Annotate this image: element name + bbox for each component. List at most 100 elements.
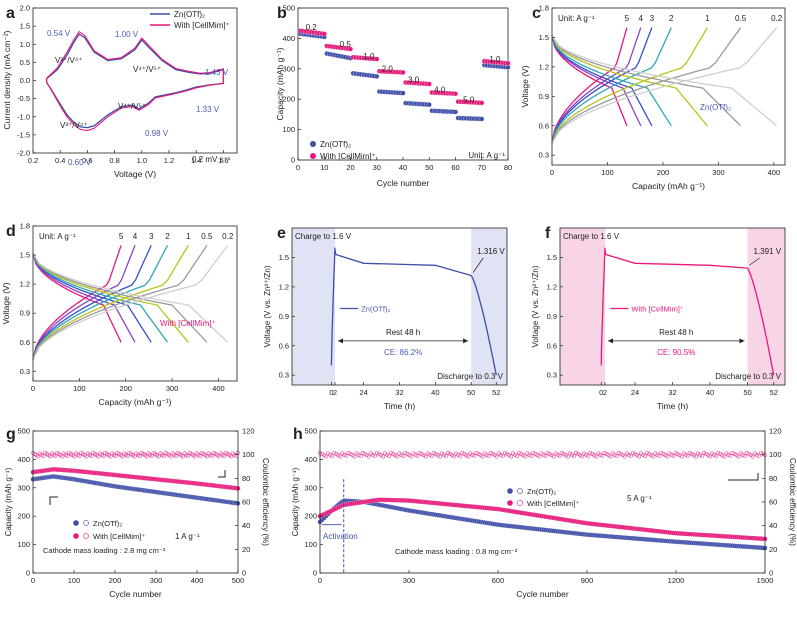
ce-point — [510, 451, 516, 456]
ce-point — [173, 453, 179, 458]
ce-point — [573, 450, 579, 455]
ce-point — [517, 450, 522, 455]
discharge-region — [747, 228, 785, 385]
ce-point — [584, 452, 589, 457]
x-axis-title: Capacity (mAh g⁻¹) — [632, 181, 705, 191]
ce-point — [421, 453, 426, 458]
ce-point — [385, 452, 390, 457]
ce-point — [324, 454, 329, 459]
x-tick-label: 52 — [492, 388, 500, 397]
ce-point — [740, 452, 745, 457]
ce-point — [697, 452, 703, 457]
ce-point — [519, 452, 524, 457]
ce-point — [671, 453, 676, 458]
peak-label: 0.60 V — [68, 158, 92, 167]
y-tick-label: 0.3 — [279, 371, 289, 380]
x-tick-label: 300 — [150, 576, 163, 585]
y-tick-label: 1.5 — [20, 22, 30, 31]
redox-label: V³⁺/V⁴⁺ — [60, 121, 87, 130]
x-tick-label: 24 — [359, 388, 367, 397]
ce-point — [632, 452, 638, 457]
ce-point — [600, 453, 605, 458]
ce-point — [344, 453, 349, 458]
y-tick-label: 0 — [291, 156, 295, 165]
y-tick-label: 1.8 — [539, 4, 549, 13]
ce-point — [185, 453, 191, 458]
discharge-curve — [32, 252, 136, 343]
ce-point — [407, 453, 412, 458]
ce-point — [372, 453, 377, 458]
legend-marker — [73, 533, 79, 539]
ce-point — [53, 453, 58, 458]
y-tick-label: 0.9 — [20, 309, 30, 318]
charge-curve — [551, 27, 653, 144]
rate-label: 0.2 — [771, 14, 783, 23]
legend-marker — [517, 500, 523, 506]
charge-curve — [600, 247, 606, 366]
ce-point — [125, 453, 130, 458]
discharge-curve — [551, 35, 778, 127]
y-tick-label: -0.5 — [17, 94, 30, 103]
ce-point — [450, 453, 455, 458]
y-tick-label: 0 — [769, 569, 773, 578]
axis-indicator — [49, 496, 58, 505]
rate-label: 0.5 — [735, 14, 747, 23]
ce-point — [576, 452, 581, 457]
y-tick-label: 0.3 — [20, 367, 30, 376]
charge-curve — [32, 245, 122, 360]
ce-point — [742, 453, 747, 458]
ce-point — [602, 450, 607, 455]
ce-point — [360, 450, 365, 455]
ce-point — [362, 452, 367, 457]
ce-point — [758, 450, 763, 455]
x-tick-label: 50 — [467, 388, 475, 397]
x-tick-label: 600 — [492, 576, 505, 585]
ce-point — [419, 452, 424, 457]
ce-point — [531, 450, 536, 455]
x-tick-label: 900 — [581, 576, 594, 585]
ce-point — [539, 451, 544, 456]
x-tick-label: 50 — [425, 163, 433, 172]
x-tick-label: 0 — [31, 576, 35, 585]
ce-point — [334, 452, 339, 457]
ce-point — [411, 451, 416, 456]
annotation: Discharge to 0.3 V — [715, 372, 781, 381]
x-axis-title: Cycle number — [377, 178, 430, 188]
ce-point — [77, 453, 82, 458]
charge-curve — [32, 245, 189, 360]
x-tick-label: 50 — [743, 388, 751, 397]
ce-point — [523, 454, 528, 459]
ce-point — [96, 454, 101, 459]
y2-axis-title: Coulombic efficiency (%) — [788, 458, 797, 546]
ce-point — [551, 454, 556, 459]
ce-point — [535, 453, 540, 458]
x-tick-label: 60 — [451, 163, 459, 172]
discharge-curve — [551, 35, 708, 127]
annotation: Rest 48 h — [659, 328, 693, 337]
y-tick-label: 0.6 — [547, 341, 557, 350]
y-axis-title: Voltage (V vs. Zn²⁺/Zn) — [263, 265, 272, 347]
x-tick-label: 0.4 — [55, 156, 65, 165]
ce-point — [156, 454, 161, 459]
y-tick-label: 0 — [313, 569, 317, 578]
ce-point — [484, 452, 489, 457]
ce-point — [89, 453, 94, 458]
ce-point — [681, 451, 686, 456]
panel-label: g — [6, 426, 16, 443]
ce-point — [663, 453, 668, 458]
ce-point — [734, 453, 739, 458]
rate-label: 4 — [639, 14, 644, 23]
ce-point — [405, 452, 410, 457]
ce-point — [651, 454, 656, 459]
ce-point — [399, 452, 404, 457]
legend-text: Zn(OTf)₂ — [174, 10, 205, 19]
ce-point — [356, 452, 361, 457]
ce-point — [401, 453, 406, 458]
ce-point — [622, 454, 627, 459]
ce-point — [464, 453, 469, 458]
ce-point — [435, 453, 440, 458]
x-tick-label: 2 — [333, 388, 337, 397]
legend-text: Zn(OTf)₂ — [700, 103, 731, 112]
panel-label: f — [545, 225, 551, 242]
ce-point — [710, 451, 715, 456]
